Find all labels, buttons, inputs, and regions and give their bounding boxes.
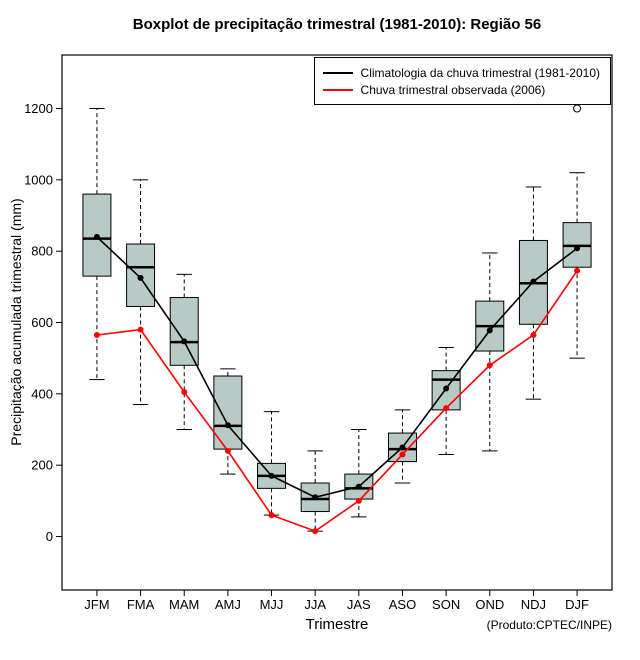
y-tick-label: 0 [46,529,53,544]
x-tick-label: AMJ [215,597,241,612]
observed-point [137,326,144,333]
legend-label: Chuva trimestral observada (2006) [360,82,546,97]
climatology-point [574,245,581,252]
observed-line [96,270,578,533]
y-tick-label: 1000 [24,172,53,187]
y-tick-label: 600 [31,315,53,330]
observed-point [93,331,100,338]
y-tick-label: 200 [31,458,53,473]
observed-point [399,451,406,458]
x-tick-label: MAM [169,597,199,612]
climatology-point [486,327,493,334]
observed-point [355,497,362,504]
observed-point [181,389,188,396]
observed-point [443,405,450,412]
climatology-point [181,338,188,345]
y-axis-label: Precipitação acumulada trimestral (mm) [8,198,24,446]
climatology-point [355,483,362,490]
climatology-point [530,278,537,285]
observed-point [574,267,581,274]
climatology-point [224,422,231,429]
observed-point [224,447,231,454]
legend-item: Chuva trimestral observada (2006) [322,81,600,98]
legend-swatch [322,88,353,91]
observed-point [486,362,493,369]
x-axis-label: Trimestre [305,616,369,633]
y-tick-label: 1200 [24,101,53,116]
outlier-point [573,104,582,113]
chart-title: Boxplot de precipitação trimestral (1981… [132,16,542,33]
x-tick-label: OND [475,597,504,612]
observed-point [530,331,537,338]
legend-swatch [322,71,353,74]
credit-text: (Produto:CPTEC/INPE) [486,618,612,632]
x-tick-label: JAS [347,597,371,612]
y-tick-label: 800 [31,244,53,259]
y-tick-label: 400 [31,386,53,401]
climatology-point [312,494,319,501]
x-tick-label: NDJ [521,597,546,612]
climatology-point [93,233,100,240]
x-tick-label: ASO [389,597,416,612]
x-tick-label: DJF [565,597,589,612]
x-tick-label: SON [432,597,460,612]
climatology-point [137,274,144,281]
climatology-line [96,236,578,499]
observed-point [268,512,275,519]
x-tick-label: JFM [84,597,109,612]
x-tick-label: FMA [127,597,155,612]
x-tick-label: JJA [304,597,326,612]
legend-item: Climatologia da chuva trimestral (1981-2… [322,64,600,81]
climatology-point [443,385,450,392]
x-tick-label: MJJ [260,597,284,612]
plot-border [61,54,613,591]
legend-label: Climatologia da chuva trimestral (1981-2… [360,65,600,80]
climatology-point [399,444,406,451]
climatology-point [268,472,275,479]
observed-point [312,528,319,535]
box [169,297,199,366]
legend: Climatologia da chuva trimestral (1981-2… [313,57,611,105]
